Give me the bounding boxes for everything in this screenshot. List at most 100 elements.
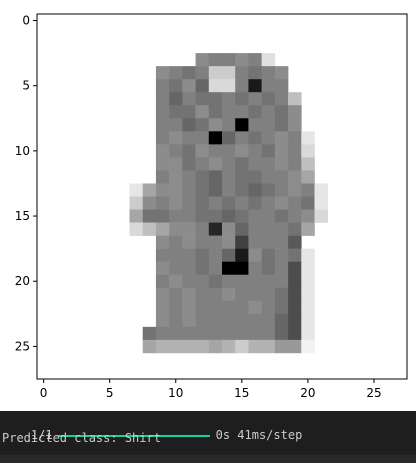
prediction-text: Predicted class: Shirt (2, 431, 161, 445)
image-pixel (261, 287, 276, 302)
image-pixel (235, 105, 249, 119)
image-pixel (142, 183, 157, 197)
image-pixel (169, 209, 183, 223)
image-pixel (248, 261, 262, 276)
image-pixel (248, 196, 262, 210)
image-pixel (155, 235, 170, 249)
y-tick-label: 20 (15, 274, 30, 288)
image-pixel (195, 118, 210, 132)
image-pixel (208, 261, 223, 276)
image-pixel (195, 66, 210, 80)
image-pixel (155, 105, 170, 119)
image-pixel (155, 326, 170, 341)
progress-bar (57, 434, 210, 437)
image-pixel (261, 300, 276, 315)
image-pixel (182, 157, 196, 171)
image-pixel (182, 300, 196, 315)
console-output: 1/1 0s 41ms/step Predicted class: Shirt (0, 411, 416, 463)
image-pixel (195, 92, 210, 106)
image-pixel (274, 144, 289, 158)
progress-line: 1/1 0s 41ms/step (2, 414, 302, 456)
image-pixel (222, 196, 236, 210)
image-pixel (155, 92, 170, 106)
image-pixel (261, 274, 276, 289)
image-pixel (274, 79, 289, 93)
progress-count: 1/1 (30, 428, 53, 442)
image-pixel (288, 287, 302, 302)
image-pixel (261, 222, 276, 236)
image-pixel (222, 79, 236, 93)
image-pixel (301, 131, 315, 145)
image-pixel (261, 144, 276, 158)
image-pixel (222, 339, 236, 354)
image-pixel (182, 131, 196, 145)
image-pixel (222, 131, 236, 145)
pixel-grid (129, 53, 329, 354)
image-pixel (301, 287, 315, 302)
image-pixel (235, 79, 249, 93)
image-pixel (235, 222, 249, 236)
image-pixel (208, 274, 223, 289)
image-pixel (301, 248, 315, 262)
image-pixel (222, 287, 236, 302)
image-pixel (169, 118, 183, 132)
image-pixel (248, 326, 262, 341)
image-pixel (222, 105, 236, 119)
image-pixel (182, 261, 196, 276)
image-pixel (301, 183, 315, 197)
image-pixel (222, 144, 236, 158)
image-pixel (261, 196, 276, 210)
image-pixel (208, 300, 223, 315)
image-pixel (155, 339, 170, 354)
image-pixel (142, 209, 157, 223)
image-pixel (235, 326, 249, 341)
image-pixel (195, 209, 210, 223)
image-pixel (261, 313, 276, 328)
image-pixel (222, 170, 236, 184)
image-pixel (261, 170, 276, 184)
image-pixel (195, 105, 210, 119)
image-pixel (261, 235, 276, 249)
image-pixel (195, 131, 210, 145)
image-pixel (274, 300, 289, 315)
image-pixel (261, 92, 276, 106)
image-pixel (142, 326, 157, 341)
image-pixel (208, 287, 223, 302)
image-pixel (155, 261, 170, 276)
image-pixel (195, 300, 210, 315)
image-pixel (235, 144, 249, 158)
image-pixel (155, 196, 170, 210)
image-pixel (129, 222, 144, 236)
image-pixel (235, 157, 249, 171)
image-pixel (301, 157, 315, 171)
image-pixel (274, 261, 289, 276)
image-pixel (288, 118, 302, 132)
image-pixel (222, 92, 236, 106)
image-pixel (248, 313, 262, 328)
image-pixel (301, 170, 315, 184)
image-pixel (195, 79, 210, 93)
image-pixel (288, 209, 302, 223)
image-pixel (169, 248, 183, 262)
image-pixel (182, 66, 196, 80)
image-pixel (248, 53, 262, 67)
image-pixel (288, 313, 302, 328)
image-pixel (261, 339, 276, 354)
image-pixel (169, 339, 183, 354)
image-pixel (301, 196, 315, 210)
image-pixel (169, 157, 183, 171)
image-pixel (208, 131, 223, 145)
image-pixel (222, 326, 236, 341)
image-pixel (208, 118, 223, 132)
image-pixel (235, 287, 249, 302)
image-pixel (222, 66, 236, 80)
image-pixel (195, 339, 210, 354)
image-pixel (314, 209, 329, 223)
x-tick-label: 20 (300, 386, 315, 400)
image-pixel (155, 222, 170, 236)
image-pixel (235, 131, 249, 145)
y-tick-label: 0 (22, 14, 30, 28)
image-pixel (288, 274, 302, 289)
image-pixel (208, 196, 223, 210)
x-tick-label: 15 (234, 386, 249, 400)
